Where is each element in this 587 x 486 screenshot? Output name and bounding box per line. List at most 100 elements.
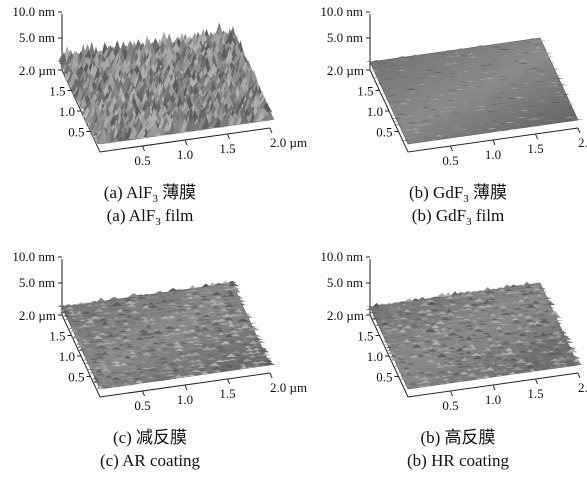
- z-tick-label: 10.0 nm: [12, 249, 55, 264]
- surface-bump: [108, 297, 120, 300]
- x-tick-label: 2.0 µm: [270, 380, 307, 395]
- panel: 10.0 nm5.0 nm2.0 µm1.51.00.50.51.01.52.0…: [320, 249, 587, 470]
- y-tick-label: 2.0 µm: [19, 63, 56, 78]
- y-tick-label: 0.5: [376, 370, 392, 385]
- x-tick-label: 0.5: [134, 153, 150, 168]
- panel: 10.0 nm 5.0 nm 2.0 µm 1.5 1.0 0.5 0.5 1.0 1.5 2.0…: [12, 4, 307, 228]
- z-tick-label: 10.0 nm: [320, 249, 363, 264]
- x-tick: [143, 146, 145, 151]
- caption-suffix: 薄膜: [158, 183, 196, 202]
- caption: (b) GdF3 薄膜: [409, 183, 507, 205]
- surface-bump: [498, 287, 504, 288]
- panel: 10.0 nm 5.0 nm 2.0 µm 1.5 1.0 0.5 0.5 1.0 1.5 2.0…: [12, 249, 307, 470]
- y-tick-label: 0.5: [376, 125, 392, 140]
- caption-suffix: film: [472, 206, 505, 225]
- caption-prefix: (b) 高反膜: [420, 428, 495, 447]
- x-tick-label: 0.5: [442, 398, 458, 413]
- x-tick-label: 1.0: [177, 147, 193, 162]
- x-tick: [270, 373, 272, 378]
- surface-bump: [202, 284, 211, 287]
- page: {"panels": [ {"z_ticks": ["10.0 nm", "5.…: [0, 0, 587, 486]
- x-tick-label: 0.5: [442, 153, 458, 168]
- surface-bump: [168, 288, 179, 291]
- caption-prefix: (c) 减反膜: [113, 428, 187, 447]
- surface-bump: [451, 291, 458, 295]
- caption-prefix: (c) AR coating: [100, 451, 201, 470]
- figure: 10.0 nm 5.0 nm 2.0 µm 1.5 1.0 0.5 0.5 1.0 1.5 2.0…: [0, 0, 587, 486]
- x-tick: [185, 385, 187, 390]
- x-tick: [536, 379, 538, 384]
- z-tick-label: 5.0 nm: [19, 30, 55, 45]
- x-tick-label: 2.0 µm: [270, 135, 307, 150]
- x-tick: [143, 391, 145, 396]
- caption-prefix: (b) GdF: [412, 206, 466, 225]
- z-tick-label: 5.0 nm: [327, 30, 363, 45]
- x-tick-label: 1.5: [219, 141, 235, 156]
- surface-bump: [503, 284, 511, 287]
- z-tick-label: 5.0 nm: [19, 275, 55, 290]
- x-tick: [270, 128, 272, 133]
- surface-bump: [90, 301, 98, 303]
- caption: (a) AlF3 film: [107, 206, 194, 228]
- x-tick: [493, 140, 495, 145]
- y-tick-label: 1.0: [367, 349, 383, 364]
- x-tick-label: 1.0: [485, 392, 501, 407]
- panel: 10.0 nm 5.0 nm 2.0 µm 1.5 1.0 0.5 0.5 1.0 1.5 2.0…: [320, 4, 587, 228]
- surface-bump: [221, 281, 229, 284]
- x-tick: [185, 140, 187, 145]
- surface-bump: [373, 303, 380, 306]
- surface-bump: [190, 285, 196, 288]
- y-tick-label: 2.0 µm: [19, 308, 56, 323]
- surface-bump: [419, 297, 426, 300]
- y-tick-label: 2.0 µm: [327, 63, 364, 78]
- x-tick: [578, 128, 580, 133]
- caption: (b) 高反膜: [420, 428, 495, 447]
- x-tick-label: 1.0: [177, 392, 193, 407]
- surface-bump: [97, 298, 105, 302]
- x-tick: [228, 379, 230, 384]
- z-tick-label: 10.0 nm: [12, 4, 55, 19]
- x-tick-label: 1.5: [527, 141, 543, 156]
- surface-bump: [524, 282, 531, 285]
- x-tick: [451, 146, 453, 151]
- x-tick: [451, 391, 453, 396]
- y-tick-label: 1.0: [59, 349, 75, 364]
- caption: (a) AlF3 薄膜: [104, 183, 196, 205]
- caption-prefix: (a) AlF: [107, 206, 156, 225]
- surface-bump: [412, 298, 420, 300]
- caption: (b) HR coating: [407, 451, 509, 470]
- surface-bump: [392, 302, 401, 304]
- surface-bump: [128, 293, 140, 297]
- y-tick-label: 1.5: [357, 329, 373, 344]
- y-tick-label: 1.5: [49, 84, 65, 99]
- y-tick-label: 1.0: [367, 104, 383, 119]
- x-tick: [493, 385, 495, 390]
- surface-bump: [484, 287, 492, 290]
- x-tick: [536, 134, 538, 139]
- caption-prefix: (b) HR coating: [407, 451, 509, 470]
- z-tick-label: 10.0 nm: [320, 4, 363, 19]
- y-tick-label: 1.5: [49, 329, 65, 344]
- y-tick-label: 0.5: [68, 125, 84, 140]
- x-tick: [578, 373, 580, 378]
- x-tick: [228, 134, 230, 139]
- x-tick-label: 2.0 µm: [578, 380, 587, 395]
- x-tick-label: 2.0 µm: [578, 135, 587, 150]
- surface-bump: [404, 298, 414, 301]
- x-tick-label: 1.0: [485, 147, 501, 162]
- y-tick-label: 0.5: [68, 370, 84, 385]
- x-tick-label: 0.5: [134, 398, 150, 413]
- caption-prefix: (b) GdF: [409, 183, 463, 202]
- caption-suffix: 薄膜: [469, 183, 507, 202]
- surface-bump: [155, 291, 165, 293]
- x-tick-label: 1.5: [527, 386, 543, 401]
- x-tick-label: 1.5: [219, 386, 235, 401]
- y-tick-label: 1.5: [357, 84, 373, 99]
- caption: (c) 减反膜: [113, 428, 187, 447]
- surface-bump: [228, 281, 237, 283]
- caption: (c) AR coating: [100, 451, 201, 470]
- caption: (b) GdF3 film: [412, 206, 504, 228]
- y-tick-label: 1.0: [59, 104, 75, 119]
- caption-prefix: (a) AlF: [104, 183, 153, 202]
- surface-bump: [209, 282, 215, 285]
